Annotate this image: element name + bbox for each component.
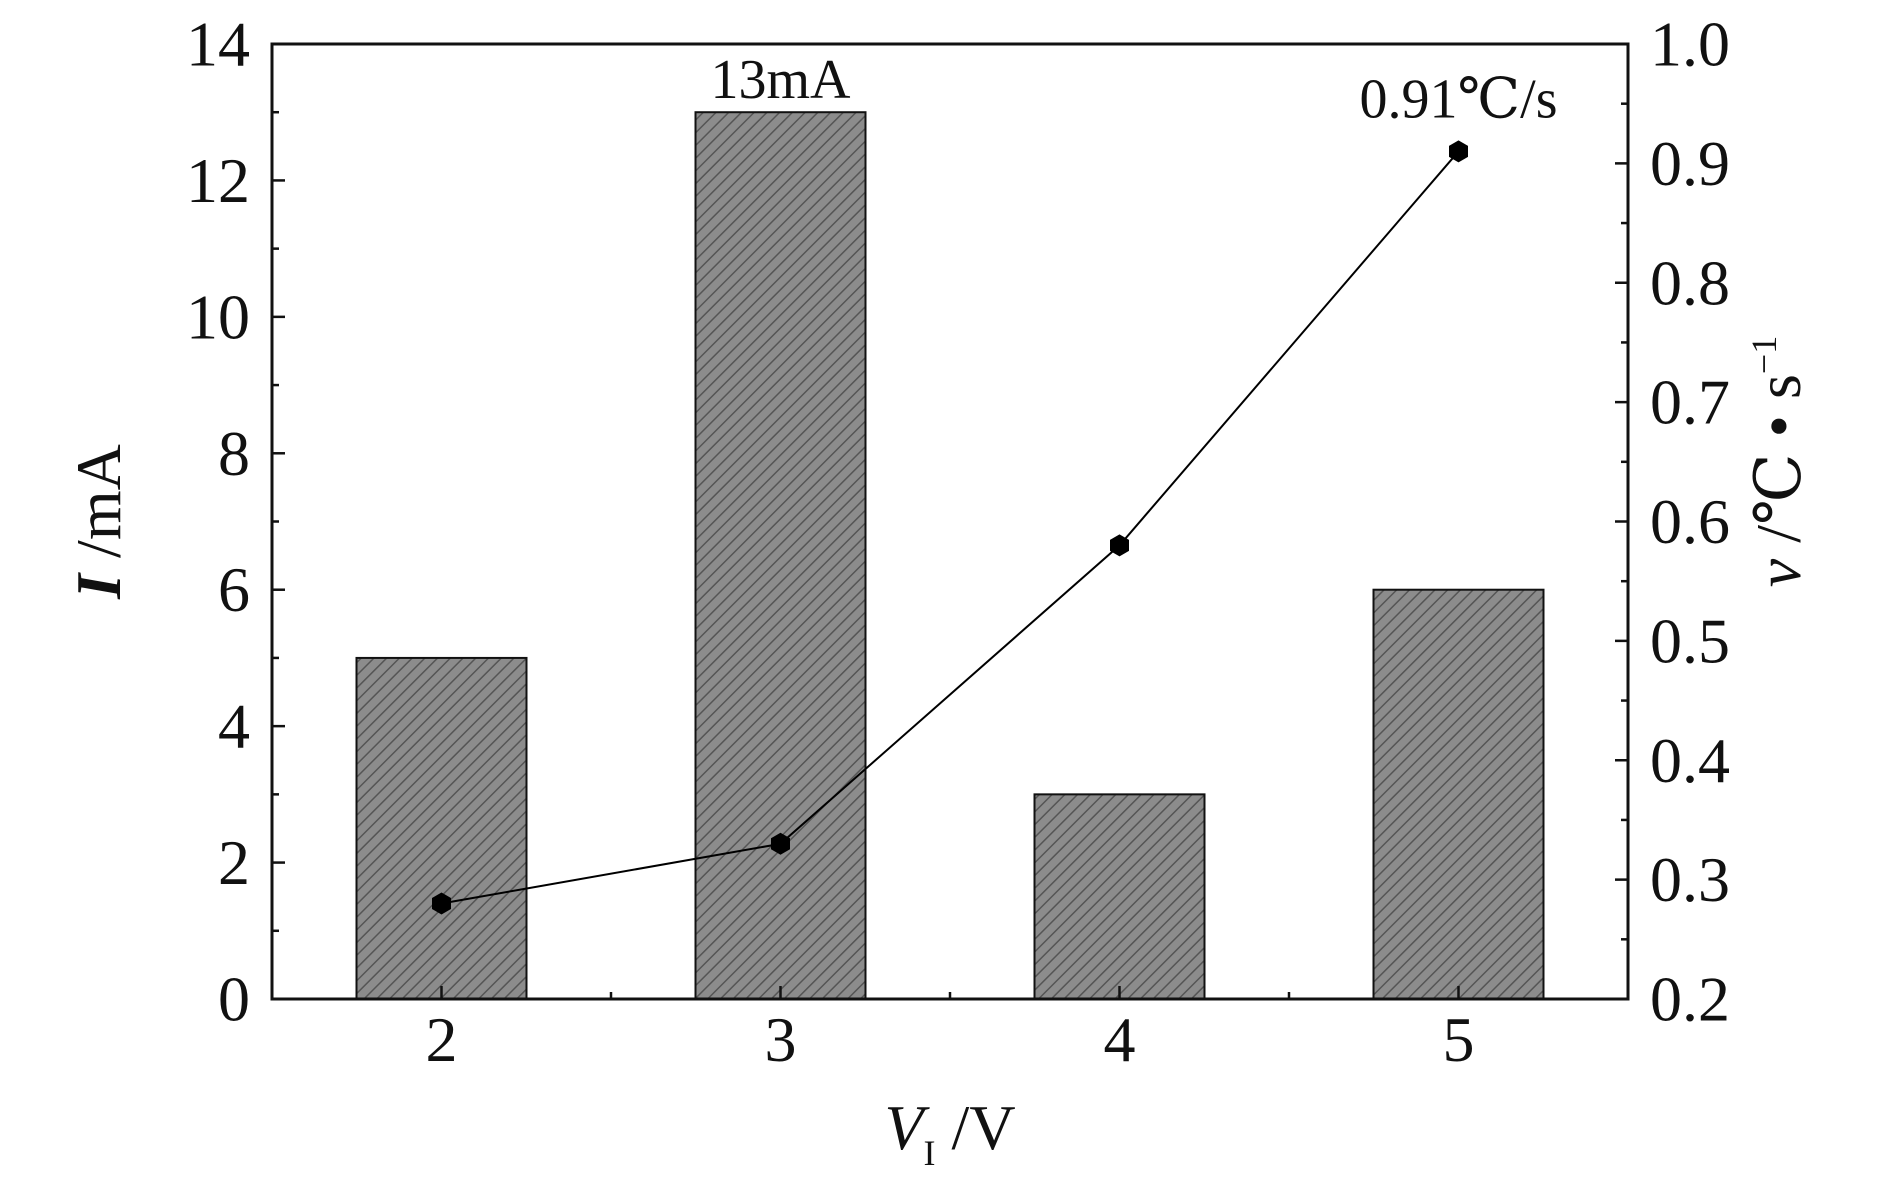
bars-layer — [355, 111, 1545, 1001]
y2-tick-label: 0.4 — [1650, 725, 1730, 796]
annotation-0: 13mA — [711, 49, 852, 111]
y2-tick-label: 1.0 — [1650, 9, 1730, 80]
line-point-4 — [1110, 534, 1129, 557]
y2-tick-label: 0.2 — [1650, 964, 1730, 1035]
y-axis-title-unit: /mA — [63, 444, 134, 574]
x-tick-label: 3 — [765, 1004, 797, 1075]
labels-layer: 0 2 4 6 8 10 12 14 0.2 0.3 0.4 0.5 0.6 0.7 0.8 0.9 1.0 2 3… — [63, 9, 1814, 1174]
x-axis-title-sub: I — [924, 1133, 936, 1173]
y-tick-label: 0 — [218, 964, 250, 1035]
y-tick-label: 12 — [186, 145, 250, 216]
y2-axis-title-sup: −1 — [1744, 336, 1784, 374]
x-axis-title: VI /V — [884, 1092, 1015, 1173]
annotation-1: 0.91℃/s — [1360, 68, 1558, 130]
axes-layer — [270, 42, 1630, 1001]
line-series — [441, 150, 1460, 905]
y-tick-label: 8 — [218, 418, 250, 489]
line-point-5 — [1449, 140, 1468, 163]
x-tick-label: 4 — [1104, 1004, 1136, 1075]
y-axis-title-main: I — [63, 572, 134, 600]
y2-tick-label: 0.8 — [1650, 247, 1730, 318]
y-tick-label: 4 — [218, 691, 250, 762]
x-axis-title-main: V — [884, 1092, 930, 1163]
y-tick-label: 6 — [218, 554, 250, 625]
y2-axis-title: v /℃ • s−1 — [1743, 336, 1814, 587]
bar-4 — [1033, 793, 1206, 1000]
y2-tick-label: 0.9 — [1650, 128, 1730, 199]
y-tick-label: 14 — [186, 9, 250, 80]
y-axis-title: I /mA — [63, 444, 134, 600]
bar-3 — [694, 111, 867, 1000]
x-tick-label: 5 — [1443, 1004, 1475, 1075]
bar-5 — [1372, 588, 1545, 1000]
y2-tick-label: 0.3 — [1650, 844, 1730, 915]
y2-tick-label: 0.5 — [1650, 605, 1730, 676]
x-axis-title-unit: /V — [936, 1092, 1016, 1163]
line-layer — [432, 140, 1468, 915]
y2-tick-label: 0.6 — [1650, 486, 1730, 557]
line-point-2 — [432, 892, 451, 915]
y2-axis-title-unit: /℃ • s — [1743, 374, 1814, 559]
y2-tick-label: 0.7 — [1650, 367, 1730, 438]
y-tick-label: 2 — [218, 827, 250, 898]
y2-axis-title-main: v — [1743, 558, 1814, 587]
bar-2 — [355, 656, 528, 1001]
y-tick-label: 10 — [186, 281, 250, 352]
x-tick-label: 2 — [426, 1004, 458, 1075]
line-point-3 — [771, 832, 790, 855]
